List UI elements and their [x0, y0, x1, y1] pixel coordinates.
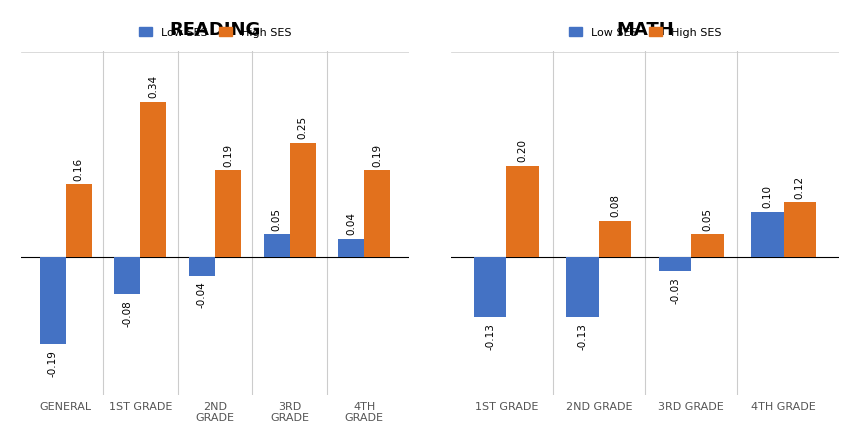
Text: 0.19: 0.19 — [372, 144, 383, 167]
Bar — [659, 258, 691, 271]
Text: 0.10: 0.10 — [763, 185, 772, 208]
Title: MATH: MATH — [616, 21, 674, 39]
Text: 0.08: 0.08 — [610, 194, 620, 217]
Legend: Low SES, High SES: Low SES, High SES — [134, 23, 296, 42]
Text: -0.13: -0.13 — [578, 323, 587, 350]
Bar — [338, 239, 365, 258]
Bar — [189, 258, 215, 276]
Bar — [65, 184, 92, 258]
Bar — [599, 221, 631, 258]
Text: 0.12: 0.12 — [795, 176, 805, 199]
Text: -0.13: -0.13 — [485, 323, 495, 350]
Text: 0.05: 0.05 — [272, 208, 281, 231]
Text: -0.04: -0.04 — [197, 281, 207, 309]
Text: -0.19: -0.19 — [47, 350, 58, 377]
Bar — [263, 234, 290, 258]
Bar — [365, 170, 390, 258]
Bar — [215, 170, 241, 258]
Bar — [140, 102, 167, 258]
Text: 0.05: 0.05 — [703, 208, 712, 231]
Text: 0.20: 0.20 — [518, 139, 527, 162]
Bar — [507, 166, 538, 258]
Title: READING: READING — [169, 21, 261, 39]
Bar — [114, 258, 140, 294]
Bar — [752, 212, 783, 258]
Bar — [783, 202, 816, 258]
Text: -0.03: -0.03 — [670, 277, 680, 304]
Bar — [290, 143, 316, 258]
Text: 0.16: 0.16 — [74, 157, 83, 181]
Text: 0.19: 0.19 — [223, 144, 233, 167]
Legend: Low SES, High SES: Low SES, High SES — [564, 23, 726, 42]
Text: 0.04: 0.04 — [347, 212, 356, 235]
Text: 0.34: 0.34 — [149, 75, 158, 98]
Bar — [691, 234, 723, 258]
Bar — [40, 258, 65, 344]
Text: 0.25: 0.25 — [298, 116, 308, 139]
Bar — [474, 258, 507, 317]
Bar — [567, 258, 599, 317]
Text: -0.08: -0.08 — [122, 300, 132, 327]
